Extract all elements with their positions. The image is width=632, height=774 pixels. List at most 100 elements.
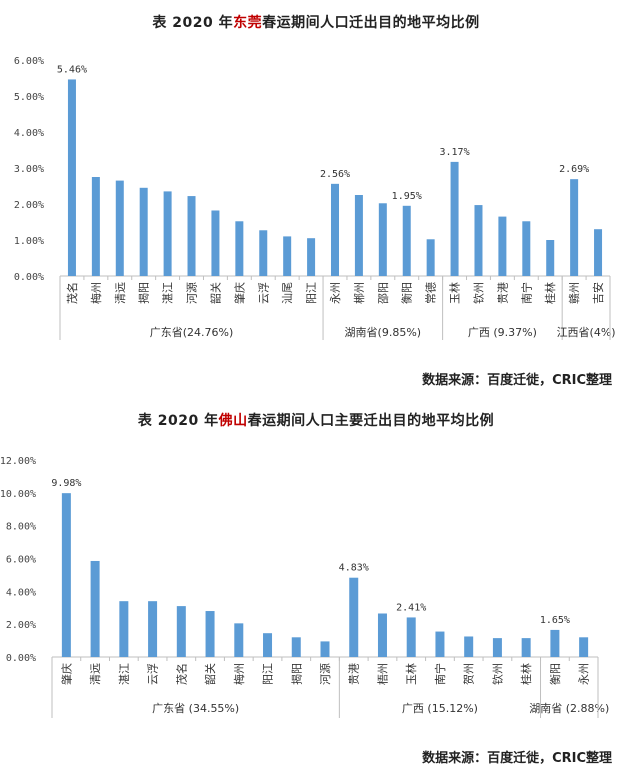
chart2-y-tick: 4.00% (6, 587, 36, 598)
chart1-category-label: 郴州 (352, 282, 366, 304)
chart1-bar (67, 79, 76, 276)
chart1-category-label: 河源 (185, 282, 199, 304)
chart2-bar (579, 637, 589, 657)
chart1-category-label: 赣州 (567, 282, 581, 304)
chart1-category-label: 衡阳 (401, 282, 414, 304)
chart2-bar (234, 623, 244, 657)
chart1-category-label: 永州 (328, 282, 342, 304)
chart1-bar (378, 203, 387, 276)
chart2-category-label: 衡阳 (549, 663, 562, 685)
chart1-data-label: 1.95% (392, 191, 422, 202)
chart2-category-label: 阳江 (262, 663, 275, 685)
chart1-bar (546, 240, 555, 276)
chart2-category-label: 云浮 (147, 663, 160, 685)
chart2-category-label: 揭阳 (289, 663, 303, 685)
chart2-group-label: 广西 (15.12%) (402, 702, 478, 715)
chart2-category-label: 河源 (318, 663, 332, 685)
chart2-y-tick: 10.00% (0, 489, 36, 500)
chart1-category-label: 韶关 (208, 282, 222, 304)
chart1-source: 数据来源：百度迁徙，CRIC整理 (422, 373, 612, 388)
chart1-category-label: 汕尾 (281, 282, 294, 304)
chart2-y-tick: 0.00% (6, 653, 36, 664)
chart2-plot: 0.00% 2.00% 4.00% 6.00% 8.00% 10.00% 12.00% 肇庆清… (0, 456, 609, 718)
chart1-bar (139, 187, 148, 276)
chart2-data-label: 9.98% (51, 478, 81, 489)
chart1-bar (450, 161, 459, 276)
chart1-category-label: 揭阳 (137, 282, 151, 304)
chart2-bar (550, 629, 560, 657)
chart2-group-label: 广东省 (34.55%) (152, 702, 239, 715)
chart2-category-label: 贺州 (463, 663, 476, 685)
chart1-y-tick: 5.00% (14, 92, 44, 103)
chart2-data-label: 4.83% (339, 563, 369, 574)
chart1-bar (91, 177, 100, 276)
chart1-title-suffix: 春运期间人口迁出目的地平均比例 (262, 15, 480, 31)
chart2-category-label: 韶关 (203, 663, 217, 685)
chart1-data-label: 2.56% (320, 169, 350, 180)
chart2-category-label: 梧州 (375, 663, 389, 685)
chart1-category-label: 茂名 (65, 282, 79, 304)
chart2-title: 表 2020 年佛山春运期间人口主要迁出目的地平均比例 (0, 410, 632, 430)
chart2-category-label: 玉林 (404, 663, 418, 685)
chart1-plot: 0.00% 1.00% 2.00% 3.00% 4.00% 5.00% 6.00% 茂名 梅州清… (14, 56, 616, 340)
chart1-category-label: 南宁 (519, 282, 533, 304)
chart2-bar (464, 636, 474, 657)
chart1-category-label: 贵港 (496, 282, 509, 304)
chart2-category-label: 桂林 (519, 663, 533, 685)
chart2-data-label: 1.65% (540, 615, 570, 626)
chart1-bar (211, 210, 220, 276)
chart1-category-label: 梅州 (89, 282, 103, 304)
chart2-source: 数据来源：百度迁徙，CRIC整理 (422, 751, 612, 766)
chart2-category-label: 钦州 (491, 663, 504, 685)
chart1-y-tick: 2.00% (14, 200, 44, 211)
chart2-y-tick: 2.00% (6, 620, 36, 631)
chart1-category-label: 钦州 (472, 282, 485, 304)
chart1-bar (402, 205, 411, 276)
chart1-bar (283, 236, 292, 276)
chart2-bar (291, 637, 301, 657)
chart1-bar (163, 191, 172, 276)
chart2-title-city: 佛山 (218, 413, 248, 429)
chart2-bar (205, 611, 215, 657)
chart1-category-label: 肇庆 (232, 282, 246, 304)
chart1-category-label: 清远 (114, 282, 127, 304)
chart2-title-prefix: 表 2020 年 (137, 413, 219, 429)
chart1-bar (187, 196, 196, 276)
chart2-bar (90, 560, 100, 657)
chart1-y-tick: 0.00% (14, 272, 44, 283)
chart2-category-label: 梅州 (232, 663, 246, 685)
chart2-bar (377, 613, 387, 657)
chart1-group-label: 湖南省(9.85%) (345, 326, 422, 339)
chart1-bar (115, 180, 124, 276)
chart2-group-label: 湖南省 (2.88%) (529, 702, 609, 715)
chart1-y-tick: 4.00% (14, 128, 44, 139)
chart2-category-label: 南宁 (433, 663, 447, 685)
chart1-bar (594, 229, 603, 276)
chart2-bar (521, 638, 531, 657)
chart2-y-tick: 8.00% (6, 522, 36, 533)
chart1-bar (235, 221, 244, 276)
chart1-category-label: 玉林 (448, 282, 462, 304)
chart2-bar (492, 638, 502, 657)
chart2-category-label: 湛江 (118, 663, 131, 685)
chart1-bar (426, 239, 435, 276)
chart1-category-label: 湛江 (162, 282, 175, 304)
chart2-bar (435, 631, 445, 657)
chart1-bar (331, 183, 339, 276)
chart1-category-label: 桂林 (543, 282, 557, 304)
chart2-category-label: 永州 (577, 663, 591, 685)
chart1-title-prefix: 表 2020 年 (152, 15, 234, 31)
chart2-data-label: 2.41% (396, 602, 426, 613)
chart1-category-label: 常德 (424, 282, 438, 304)
chart1-data-label: 5.46% (57, 64, 87, 75)
chart1-y-tick: 3.00% (14, 164, 44, 175)
chart1-title: 表 2020 年东莞春运期间人口迁出目的地平均比例 (0, 12, 632, 32)
chart2-bar (119, 601, 129, 657)
chart1-group-label: 江西省(4%) (557, 326, 616, 339)
chart1-title-city: 东莞 (233, 15, 263, 31)
chart2-bar (320, 641, 330, 657)
chart1-bar (307, 238, 316, 276)
chart2-bar (148, 601, 158, 657)
chart1-bar (474, 205, 483, 276)
chart1-bar (570, 179, 579, 276)
